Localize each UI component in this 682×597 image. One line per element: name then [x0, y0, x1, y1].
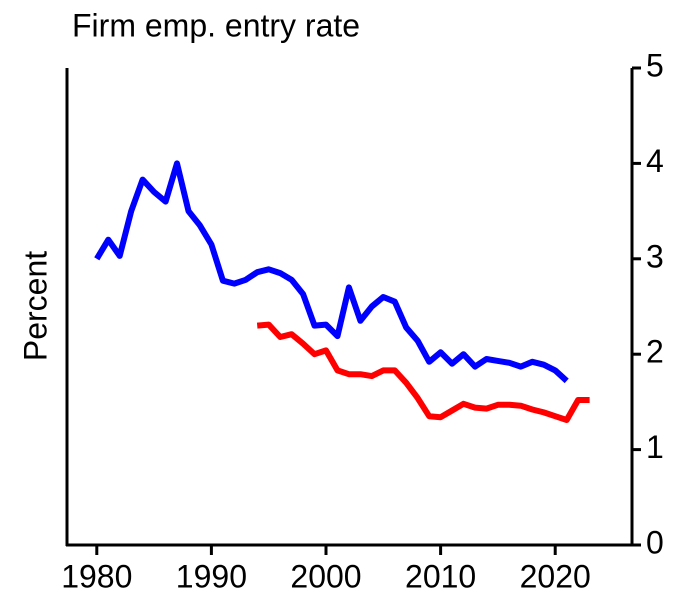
line-series [94, 160, 569, 384]
y-tick-label: 0 [646, 524, 664, 560]
x-tick-label: 2010 [405, 558, 476, 594]
y-tick-label: 5 [646, 47, 664, 83]
y-tick-label: 3 [646, 238, 664, 274]
x-tick-label: 2000 [290, 558, 361, 594]
x-tick-label: 1990 [176, 558, 247, 594]
y-tick-label: 1 [646, 429, 664, 465]
chart-title: Firm emp. entry rate [72, 7, 360, 43]
y-axis-label: Percent [17, 251, 53, 361]
y-tick-label: 4 [646, 143, 664, 179]
x-tick-label: 2020 [520, 558, 591, 594]
line-series [256, 321, 590, 423]
x-tick-label: 1980 [61, 558, 132, 594]
y-tick-label: 2 [646, 334, 664, 370]
